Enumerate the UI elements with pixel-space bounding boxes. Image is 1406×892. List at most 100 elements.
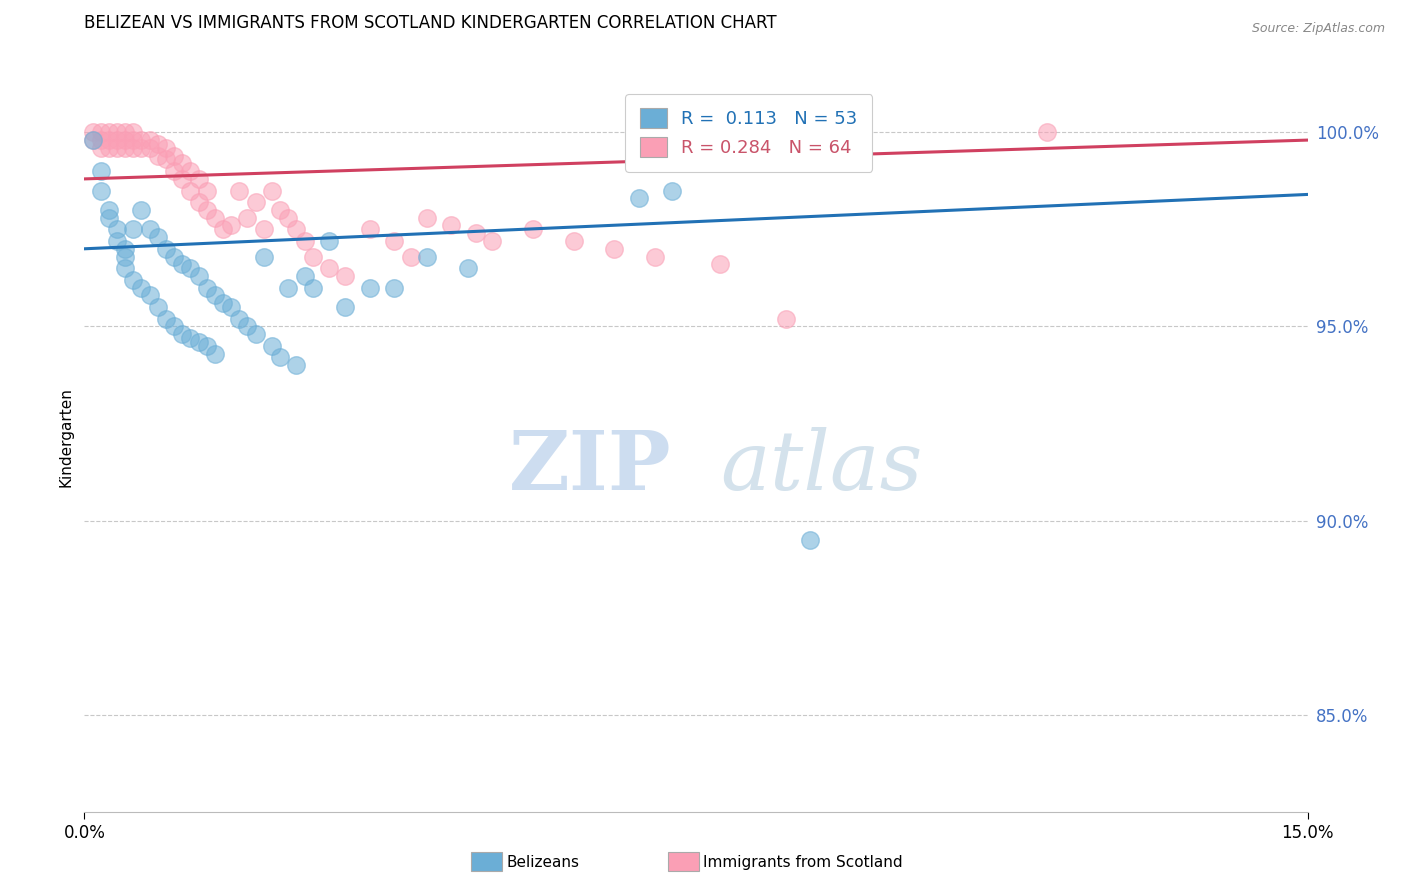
Point bbox=[122, 273, 145, 287]
Point bbox=[138, 222, 160, 236]
Point bbox=[114, 242, 136, 256]
Point bbox=[122, 133, 145, 147]
Point bbox=[228, 184, 250, 198]
Point bbox=[122, 141, 145, 155]
Point bbox=[219, 219, 242, 233]
Point bbox=[187, 195, 209, 210]
Point bbox=[122, 222, 145, 236]
Point bbox=[212, 222, 235, 236]
Point bbox=[179, 184, 201, 198]
Point bbox=[131, 141, 153, 155]
Point bbox=[335, 268, 357, 283]
Point bbox=[90, 164, 112, 178]
Point bbox=[138, 288, 160, 302]
Point bbox=[146, 230, 169, 244]
Point bbox=[187, 268, 209, 283]
Point bbox=[204, 346, 226, 360]
Point bbox=[285, 222, 308, 236]
Point bbox=[179, 164, 201, 178]
Point bbox=[82, 133, 104, 147]
Point bbox=[131, 133, 153, 147]
Point bbox=[82, 133, 104, 147]
Point bbox=[204, 288, 226, 302]
Point bbox=[481, 234, 503, 248]
Point bbox=[522, 222, 544, 236]
Point bbox=[709, 257, 731, 271]
Point bbox=[105, 141, 128, 155]
Point bbox=[204, 211, 226, 225]
Point bbox=[294, 268, 316, 283]
Point bbox=[131, 202, 153, 217]
Y-axis label: Kindergarten: Kindergarten bbox=[58, 387, 73, 487]
Point bbox=[163, 148, 186, 162]
Point bbox=[82, 125, 104, 139]
Point bbox=[253, 250, 276, 264]
Point bbox=[245, 327, 267, 342]
Point bbox=[146, 300, 169, 314]
Point bbox=[155, 153, 177, 167]
Point bbox=[294, 234, 316, 248]
Point bbox=[187, 334, 209, 349]
Point bbox=[179, 331, 201, 345]
Point bbox=[179, 261, 201, 276]
Point bbox=[359, 222, 381, 236]
Point bbox=[114, 133, 136, 147]
Point bbox=[661, 184, 683, 198]
Point bbox=[90, 133, 112, 147]
Point bbox=[195, 202, 218, 217]
Point bbox=[301, 280, 323, 294]
Point bbox=[644, 250, 666, 264]
Point bbox=[146, 148, 169, 162]
Point bbox=[105, 133, 128, 147]
Point bbox=[155, 242, 177, 256]
Point bbox=[269, 202, 291, 217]
Point bbox=[440, 219, 463, 233]
Point bbox=[163, 164, 186, 178]
Text: Immigrants from Scotland: Immigrants from Scotland bbox=[703, 855, 903, 870]
Point bbox=[260, 339, 283, 353]
Point bbox=[562, 234, 585, 248]
Point bbox=[195, 339, 218, 353]
Point bbox=[90, 141, 112, 155]
Text: Source: ZipAtlas.com: Source: ZipAtlas.com bbox=[1251, 22, 1385, 36]
Point bbox=[105, 222, 128, 236]
Point bbox=[114, 141, 136, 155]
Point bbox=[269, 351, 291, 365]
Point bbox=[172, 257, 194, 271]
Point bbox=[464, 227, 486, 241]
Point bbox=[416, 250, 439, 264]
Text: Belizeans: Belizeans bbox=[506, 855, 579, 870]
Point bbox=[1035, 125, 1057, 139]
Point bbox=[97, 141, 120, 155]
Point bbox=[114, 125, 136, 139]
Point bbox=[253, 222, 276, 236]
Text: atlas: atlas bbox=[720, 427, 922, 507]
Point bbox=[285, 358, 308, 372]
Point bbox=[172, 156, 194, 170]
Point bbox=[236, 319, 259, 334]
Text: ZIP: ZIP bbox=[509, 427, 672, 507]
Point bbox=[155, 141, 177, 155]
Point bbox=[318, 261, 340, 276]
Point bbox=[114, 250, 136, 264]
Point bbox=[359, 280, 381, 294]
Point bbox=[228, 311, 250, 326]
Point bbox=[172, 172, 194, 186]
Point bbox=[457, 261, 479, 276]
Point bbox=[236, 211, 259, 225]
Point bbox=[382, 280, 405, 294]
Point bbox=[138, 133, 160, 147]
Point bbox=[138, 141, 160, 155]
Point bbox=[146, 136, 169, 151]
Point bbox=[245, 195, 267, 210]
Point bbox=[97, 211, 120, 225]
Point bbox=[775, 311, 797, 326]
Point bbox=[114, 261, 136, 276]
Point bbox=[219, 300, 242, 314]
Point bbox=[318, 234, 340, 248]
Point bbox=[260, 184, 283, 198]
Point bbox=[131, 280, 153, 294]
Point bbox=[97, 125, 120, 139]
Point bbox=[277, 211, 299, 225]
Point bbox=[212, 296, 235, 310]
